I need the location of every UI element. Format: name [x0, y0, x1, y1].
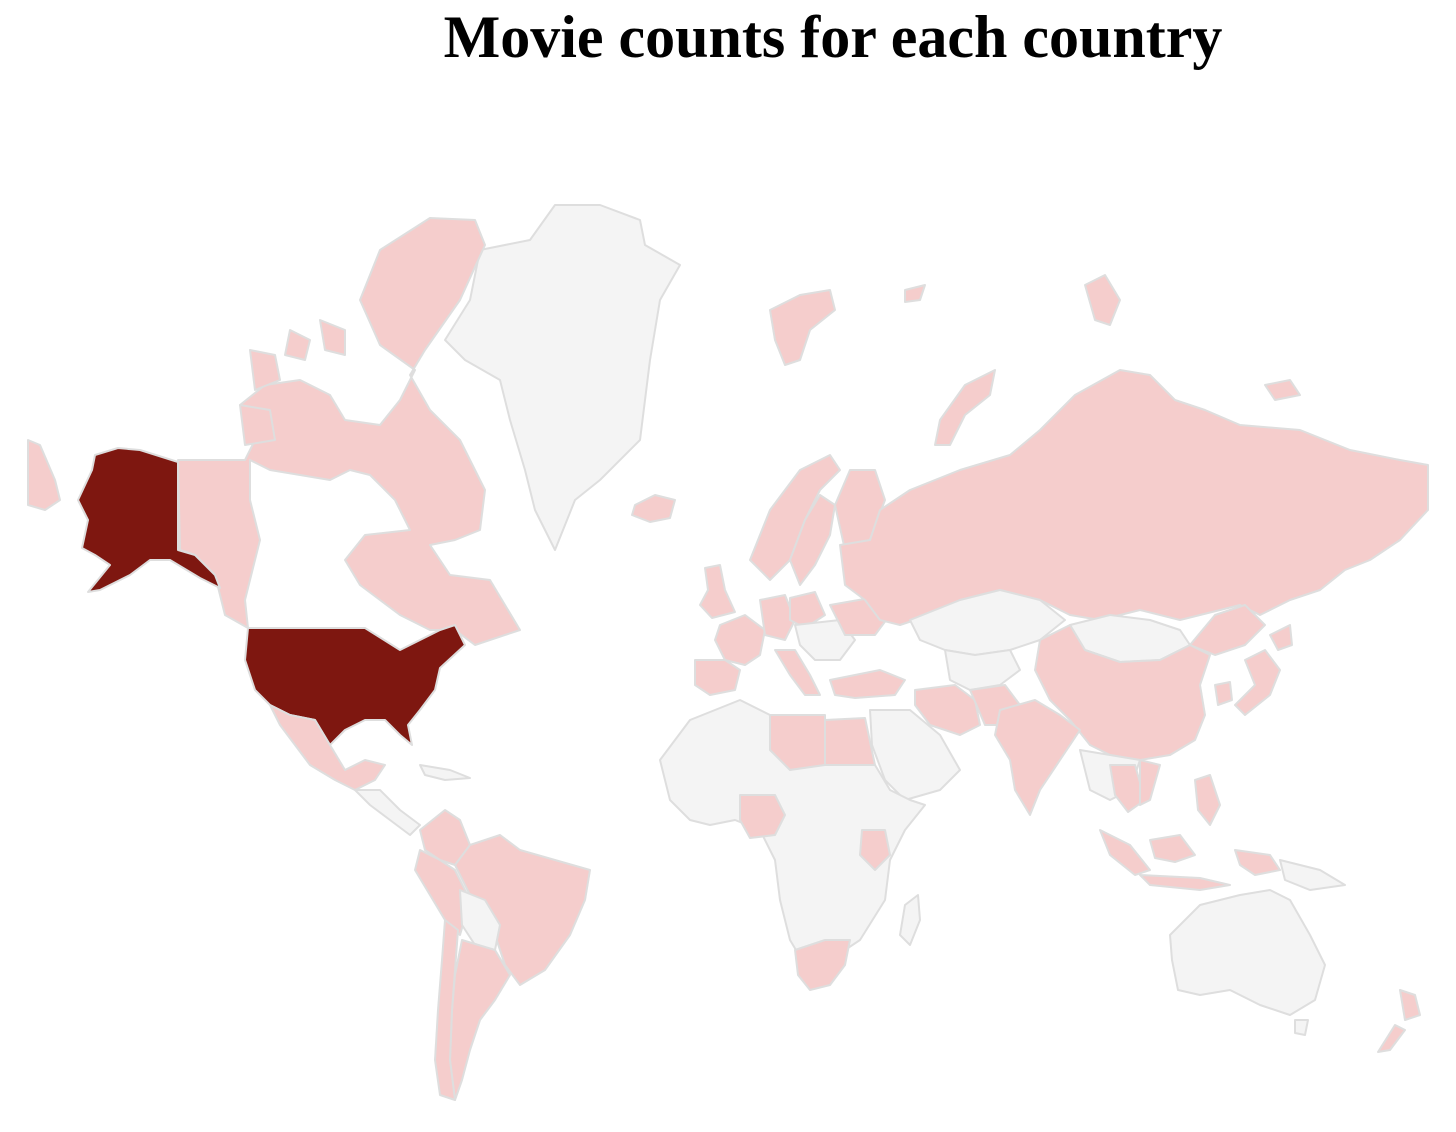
country-japan [1234, 649, 1281, 716]
country-south-korea [1214, 681, 1233, 706]
country-norway [769, 289, 836, 366]
country-russia [27, 439, 61, 511]
country-kenya [859, 829, 891, 871]
country-argentina [449, 939, 511, 1101]
country-canada [284, 329, 311, 361]
country-peru [414, 849, 471, 936]
country-turkey [829, 669, 906, 699]
country-australia [1169, 889, 1326, 1016]
country-iran [914, 684, 981, 736]
country-egypt [824, 717, 876, 769]
country-france [714, 614, 766, 666]
country-arabian-peninsula [869, 709, 961, 801]
country-alaska-united-states [77, 447, 221, 593]
country-canada [249, 349, 281, 391]
country-indonesia [1139, 874, 1231, 891]
country-russia [1084, 274, 1121, 326]
country-indonesia [1099, 829, 1151, 876]
country-russia [839, 369, 1429, 626]
map-title: Movie counts for each country [443, 4, 1223, 70]
country-spain [694, 659, 741, 696]
country-norway [749, 454, 841, 581]
country-central-asia [944, 649, 1021, 691]
country-china [1189, 604, 1266, 656]
country-iceland [631, 494, 676, 523]
country-thailand [1109, 764, 1146, 813]
country-madagascar [899, 894, 921, 946]
country-australia [1294, 1019, 1309, 1036]
country-thailand [1139, 759, 1161, 806]
country-chile [434, 919, 459, 1101]
country-russia [1264, 379, 1301, 401]
country-germany [759, 594, 796, 641]
country-new-zealand [1399, 989, 1421, 1021]
country-poland [789, 591, 826, 629]
country-sweden [789, 494, 836, 586]
country-philippines [1194, 774, 1221, 826]
country-india [994, 699, 1081, 816]
country-indonesia [1234, 849, 1281, 876]
country-china [1034, 624, 1211, 761]
country-mexico [269, 704, 386, 791]
country-nigeria [739, 794, 786, 839]
country-south-africa [794, 939, 851, 991]
country-africa-other [1279, 859, 1346, 891]
country-italy [774, 649, 821, 696]
country-greenland [444, 204, 681, 551]
country-canada [239, 404, 276, 446]
country-new-zealand [1377, 1024, 1406, 1053]
country-africa-other [419, 764, 471, 781]
country-russia [934, 369, 996, 446]
country-united-kingdom [699, 564, 736, 619]
country-united-states [244, 624, 466, 746]
country-canada [319, 319, 346, 356]
country-russia [904, 284, 926, 303]
country-africa-other [354, 789, 421, 836]
country-japan [1269, 624, 1293, 651]
country-canada [177, 217, 521, 646]
country-indonesia [1149, 834, 1196, 863]
